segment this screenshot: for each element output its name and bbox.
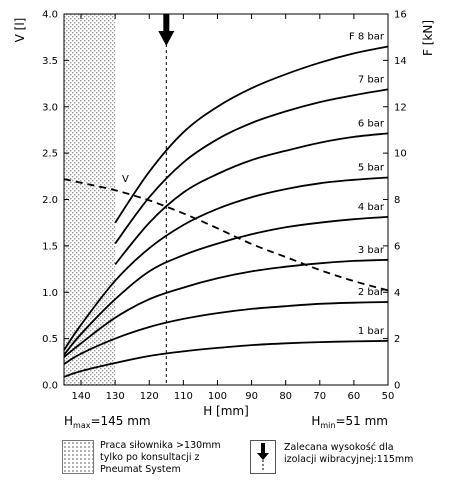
plot-frame [63,13,389,386]
x-tick-label: 70 [313,391,326,402]
y-left-axis-label: V [l] [13,18,27,43]
force-curve-label: F 8 bar [349,31,385,42]
force-curve-6-bar [114,132,389,265]
arrow-swatch [250,440,276,474]
y-right-tick-label: 2 [394,334,400,345]
shaded-swatch [62,440,94,474]
force-curve-7-bar [114,88,389,245]
y-left-tick-label: 2.0 [42,195,58,206]
x-axis-label: H [mm] [203,404,249,418]
x-tick-label: 100 [208,391,227,402]
recommended-height-arrow-shaft [163,14,170,32]
legend-arrow-line-2: izolacji wibracyjnej:115mm [284,454,414,465]
legend-arrow-line-1: Zalecana wysokość dla [284,442,394,453]
x-tick-label: 90 [245,391,258,402]
hmin-label: Hmin=51 mm [311,414,388,430]
force-curve-4-bar [63,216,389,356]
recommended-height-arrow-head [158,31,175,46]
legend-shaded-line-2: tylko po konsultacji z [100,452,200,463]
y-right-tick-label: 4 [394,288,400,299]
x-tick-label: 140 [72,391,91,402]
y-left-tick-label: 0.0 [42,381,58,392]
force-curve-label: 4 bar [358,202,385,213]
force-curve-label: 6 bar [358,118,385,129]
y-left-tick-label: 4.0 [42,10,58,21]
hmax-label: Hmax=145 mm [64,414,151,430]
y-right-axis-label: F [kN] [421,20,435,56]
force-curve-f-8-bar [114,45,389,224]
force-curve-label: 1 bar [358,326,385,337]
y-right-tick-label: 0 [394,381,400,392]
y-right-tick-label: 8 [394,195,400,206]
force-curve-3-bar [63,258,389,358]
y-right-tick-label: 12 [394,102,407,113]
legend-shaded-line-3: Pneumat System [100,464,181,475]
y-left-tick-label: 2.5 [42,149,58,160]
x-tick-label: 50 [382,391,395,402]
volume-curve-label: V [122,174,129,185]
y-left-tick-label: 1.0 [42,288,58,299]
force-curve-label: 7 bar [358,74,385,85]
y-right-tick-label: 6 [394,241,400,252]
y-right-tick-label: 10 [394,149,407,160]
x-tick-label: 120 [140,391,159,402]
y-left-tick-label: 3.0 [42,102,58,113]
x-tick-label: 80 [279,391,292,402]
chart: 140 130 120 110 100 90 80 70 60 500.00.51.01.52.0… [13,10,435,431]
force-curve-1-bar [63,340,389,378]
x-tick-label: 60 [348,391,361,402]
volume-curve [63,178,389,292]
y-left-tick-label: 0.5 [42,334,58,345]
force-curve-2-bar [63,301,389,365]
y-right-tick-label: 16 [394,10,407,21]
restricted-zone [64,14,116,385]
legend-shaded-line-1: Praca siłownika >130mm [100,440,221,451]
force-curve-label: 2 bar [358,287,385,298]
x-tick-label: 130 [106,391,125,402]
force-curve-label: 3 bar [358,245,385,256]
force-curve-5-bar [63,176,389,351]
y-left-tick-label: 1.5 [42,241,58,252]
y-left-tick-label: 3.5 [42,56,58,67]
x-tick-label: 110 [174,391,193,402]
force-curve-label: 5 bar [358,162,385,173]
y-right-tick-label: 14 [394,56,407,67]
